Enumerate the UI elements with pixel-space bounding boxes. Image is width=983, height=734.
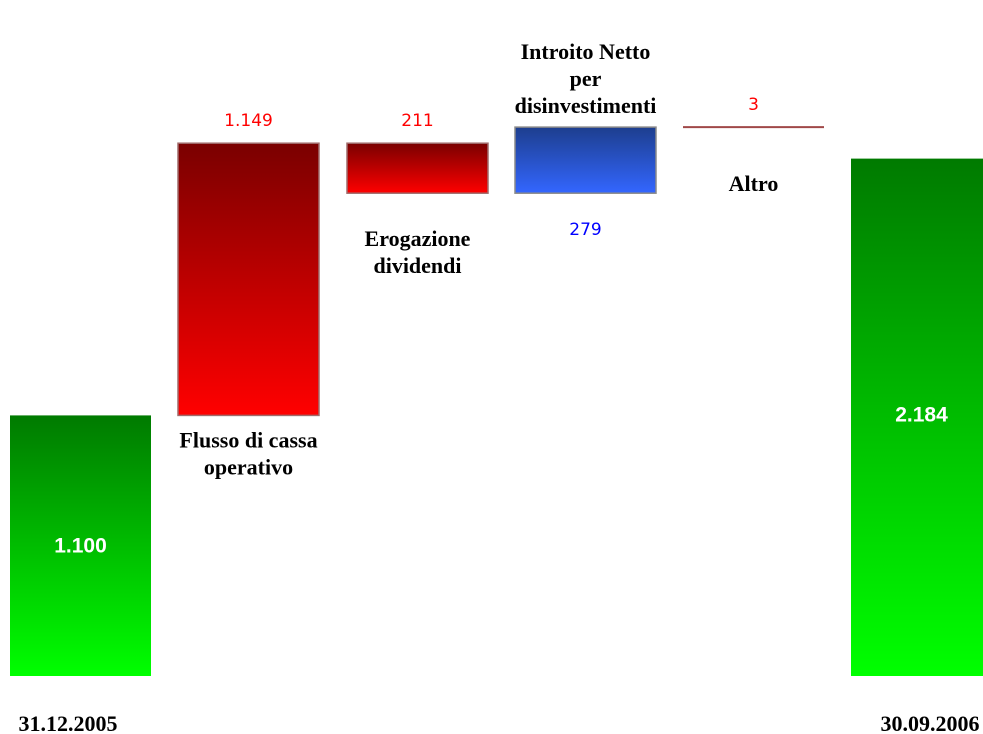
category-label-introito-netto-per-disinvestimenti-line-1: Introito Netto [521,39,651,64]
value-label-altro: 3 [748,95,759,115]
value-label-31-12-2005: 1.100 [54,534,107,557]
category-label-erogazione-dividendi-line-2: dividendi [373,253,461,278]
category-label-introito-netto-per-disinvestimenti-line-2: per [570,66,602,91]
category-label-30-09-2006-line-1: 30.09.2006 [881,711,980,734]
category-label-introito-netto-per-disinvestimenti-line-3: disinvestimenti [515,93,657,118]
category-label-altro-line-1: Altro [729,171,779,196]
labels-layer: 1.100 31.12.2005 1.149 Flusso di cassaopera… [19,39,980,734]
bar-31-12-2005 [10,415,151,676]
value-label-introito-netto-per-disinvestimenti: 279 [569,220,601,240]
category-label-flusso-di-cassa-operativo-line-2: operativo [204,454,293,479]
value-label-flusso-di-cassa-operativo: 1.149 [224,111,273,131]
category-label-31-12-2005-line-1: 31.12.2005 [19,711,118,734]
bar-erogazione-dividendi [346,142,489,194]
bar-flusso-di-cassa-operativo [177,142,320,417]
bars-layer [10,126,983,676]
bar-30-09-2006 [851,158,983,676]
value-label-erogazione-dividendi: 211 [401,111,433,131]
category-label-erogazione-dividendi-line-1: Erogazione [365,226,471,251]
bar-introito-netto-per-disinvestimenti [514,126,657,194]
value-label-30-09-2006: 2.184 [895,404,948,427]
category-label-flusso-di-cassa-operativo-line-1: Flusso di cassa [179,427,317,452]
